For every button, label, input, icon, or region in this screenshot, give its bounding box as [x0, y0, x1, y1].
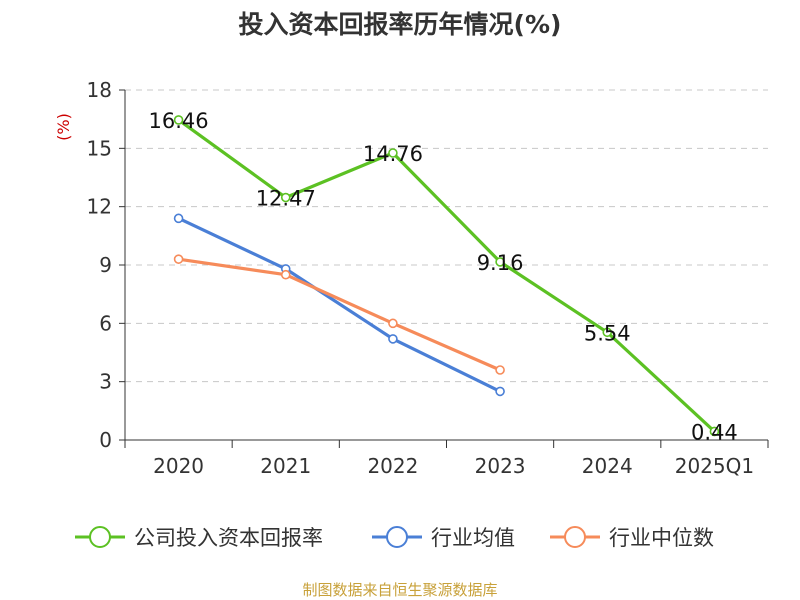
- y-tick-label-12: 12: [87, 195, 112, 219]
- y-axis-label: (%): [54, 113, 73, 141]
- axes: 0 3 6 9 12 15 18 2020 2021 2022 2023 2024 2025Q1: [87, 78, 769, 478]
- y-tick-label-0: 0: [99, 428, 112, 452]
- legend-item-industry-median-series: 行业中位数: [550, 526, 714, 550]
- data-label-2023: 9.16: [477, 251, 524, 275]
- industry-avg-series-point-2023: [495, 386, 505, 397]
- legend-item-company-series: 公司投入资本回报率: [75, 526, 323, 550]
- data-label-2022: 14.76: [363, 142, 423, 166]
- legend-swatch-marker: [564, 526, 586, 548]
- y-tick-label-9: 9: [99, 253, 112, 277]
- legend-swatch-marker: [386, 526, 408, 548]
- series-layer: [173, 115, 720, 437]
- company-series-point-2023: [495, 257, 505, 267]
- grid-lines: [125, 89, 768, 383]
- company-series-point-2020: [173, 115, 184, 125]
- company-series-point-2021: [280, 192, 291, 203]
- legend: 公司投入资本回报率 行业均值 行业中位数: [75, 526, 714, 550]
- legend-label: 行业均值: [431, 526, 515, 550]
- chart-title: 投入资本回报率历年情况(%): [239, 10, 562, 39]
- legend-swatch-marker: [89, 526, 111, 548]
- y-tick-label-6: 6: [99, 311, 112, 335]
- legend-item-industry-avg-series: 行业均值: [372, 526, 515, 550]
- company-series: [173, 115, 720, 437]
- x-tick-label-2020: 2020: [153, 454, 204, 478]
- y-tick-label-15: 15: [87, 136, 112, 160]
- x-tick-label-2021: 2021: [260, 454, 311, 478]
- industry-median-series-line: [176, 257, 502, 372]
- industry-median-series-point-2020: [173, 254, 184, 264]
- x-tick-label-2022: 2022: [367, 454, 418, 478]
- industry-avg-series-line: [176, 216, 502, 393]
- x-tick-label-2023: 2023: [475, 454, 526, 478]
- data-labels: 16.46 12.47 14.76 9.16 5.54 0.44: [149, 109, 738, 445]
- data-label-2021: 12.47: [256, 187, 316, 211]
- x-tick-label-2024: 2024: [582, 454, 633, 478]
- data-label-2020: 16.46: [149, 109, 209, 133]
- industry-median-series: [173, 254, 505, 375]
- data-label-2024: 5.54: [584, 321, 631, 345]
- industry-avg-series: [173, 213, 505, 397]
- y-tick-label-3: 3: [99, 370, 112, 394]
- industry-median-series-point-2021: [280, 269, 291, 280]
- industry-median-series-point-2022: [388, 318, 398, 329]
- industry-median-series-point-2023: [495, 365, 505, 375]
- company-series-point-2024: [602, 327, 613, 338]
- company-series-point-2022: [388, 148, 398, 158]
- y-tick-label-18: 18: [87, 78, 112, 102]
- legend-label: 公司投入资本回报率: [134, 526, 323, 550]
- x-tick-label-2025Q1: 2025Q1: [675, 454, 754, 478]
- source-note: 制图数据来自恒生聚源数据库: [302, 581, 497, 599]
- company-series-line: [176, 118, 717, 434]
- legend-label: 行业中位数: [609, 526, 714, 550]
- data-label-2025Q1: 0.44: [691, 420, 738, 444]
- industry-avg-series-point-2022: [388, 334, 398, 344]
- industry-avg-series-point-2020: [173, 213, 184, 224]
- company-series-point-2025Q1: [709, 426, 720, 437]
